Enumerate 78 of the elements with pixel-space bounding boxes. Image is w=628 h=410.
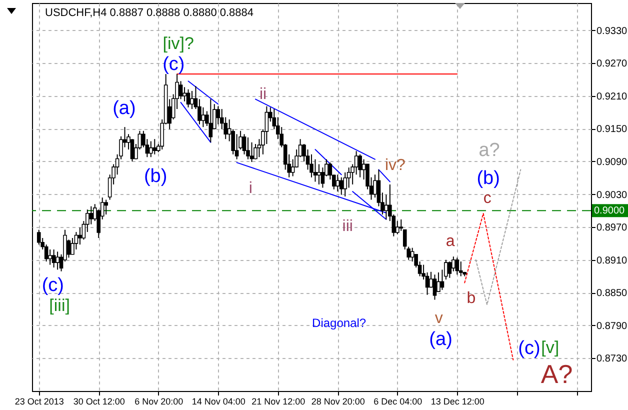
annotation: (c) [518, 338, 540, 359]
candlestick [343, 172, 348, 197]
x-tick-label: 30 Oct 12:00 [73, 396, 125, 406]
candlestick [250, 142, 254, 163]
candlestick [104, 199, 108, 215]
candlestick [56, 251, 60, 270]
annotation: (a) [112, 98, 136, 119]
annotation: (b) [476, 168, 500, 189]
candlestick [384, 194, 388, 220]
candlestick [216, 106, 220, 125]
annotation: v [434, 310, 443, 327]
annotation: (c) [162, 54, 185, 76]
y-tick-label: 0.9090 [596, 156, 628, 168]
candlestick [336, 174, 340, 192]
chart-title: USDCHF,H4 0.8887 0.8888 0.8880 0.8884 [45, 7, 254, 19]
ref-line-label: 0.9000 [594, 206, 626, 217]
y-tick-label: 0.9270 [596, 58, 628, 70]
candlestick [410, 247, 414, 262]
annotation: a? [478, 140, 500, 161]
candlestick [201, 106, 206, 128]
candlestick [182, 86, 186, 102]
annotation: [iv]? [162, 34, 194, 54]
annotation: [v] [541, 338, 560, 357]
x-tick-label: 23 Oct 2013 [14, 396, 64, 406]
annotation: (b) [144, 166, 168, 187]
annotation: i [248, 180, 252, 197]
candlestick [208, 98, 213, 143]
candlestick [190, 90, 194, 110]
candlestick [149, 140, 153, 158]
candlestick [152, 138, 157, 155]
y-tick-label: 0.8910 [596, 255, 628, 266]
annotation: (c) [42, 275, 64, 296]
y-tick-label: 0.9030 [596, 190, 628, 201]
annotation: Diagonal? [312, 316, 366, 330]
y-tick-label: 0.8790 [596, 320, 628, 332]
candlestick [246, 136, 250, 160]
candlestick [458, 260, 463, 277]
candlestick [78, 227, 82, 246]
candlestick [36, 229, 41, 246]
candlestick [436, 272, 440, 292]
candlestick [52, 248, 56, 268]
y-tick-label: 0.8730 [596, 354, 628, 365]
annotation: c [483, 190, 492, 207]
annotation: ii [259, 86, 267, 103]
x-tick-label: 21 Nov 12:00 [252, 396, 306, 406]
y-tick-label: 0.9210 [596, 91, 628, 102]
candlestick [432, 274, 437, 300]
candlestick [358, 154, 362, 178]
x-tick-label: 13 Dec 12:00 [430, 396, 484, 406]
y-tick-label: 0.9330 [596, 26, 628, 37]
candlestick [178, 80, 183, 100]
candlestick [186, 88, 190, 108]
candlestick [290, 158, 295, 177]
candlestick [406, 246, 410, 260]
candlestick [317, 164, 321, 185]
y-tick-label: 0.9150 [596, 124, 628, 136]
candlestick [310, 154, 314, 178]
candlestick [254, 143, 258, 160]
x-tick-label: 6 Dec 04:00 [374, 396, 422, 406]
x-tick-label: 14 Nov 04:00 [192, 396, 246, 406]
candlestick [313, 158, 318, 182]
candlestick [448, 260, 452, 278]
candlestick [48, 248, 52, 266]
annotation: A? [540, 359, 573, 389]
annotation: iv? [384, 157, 406, 174]
candlestick [339, 176, 344, 196]
annotation: b [466, 290, 476, 307]
annotation: [iii] [49, 296, 70, 315]
annotation: (a) [429, 329, 452, 350]
candlestick [89, 206, 94, 225]
candlestick [455, 257, 460, 276]
annotation: a [446, 233, 455, 250]
y-tick-label: 0.8970 [596, 222, 628, 234]
x-tick-label: 28 Nov 20:00 [311, 396, 365, 406]
x-tick-label: 6 Nov 20:00 [134, 396, 184, 406]
annotation: iii [342, 218, 353, 235]
y-tick-label: 0.8850 [596, 288, 628, 300]
candlestick [66, 239, 71, 258]
